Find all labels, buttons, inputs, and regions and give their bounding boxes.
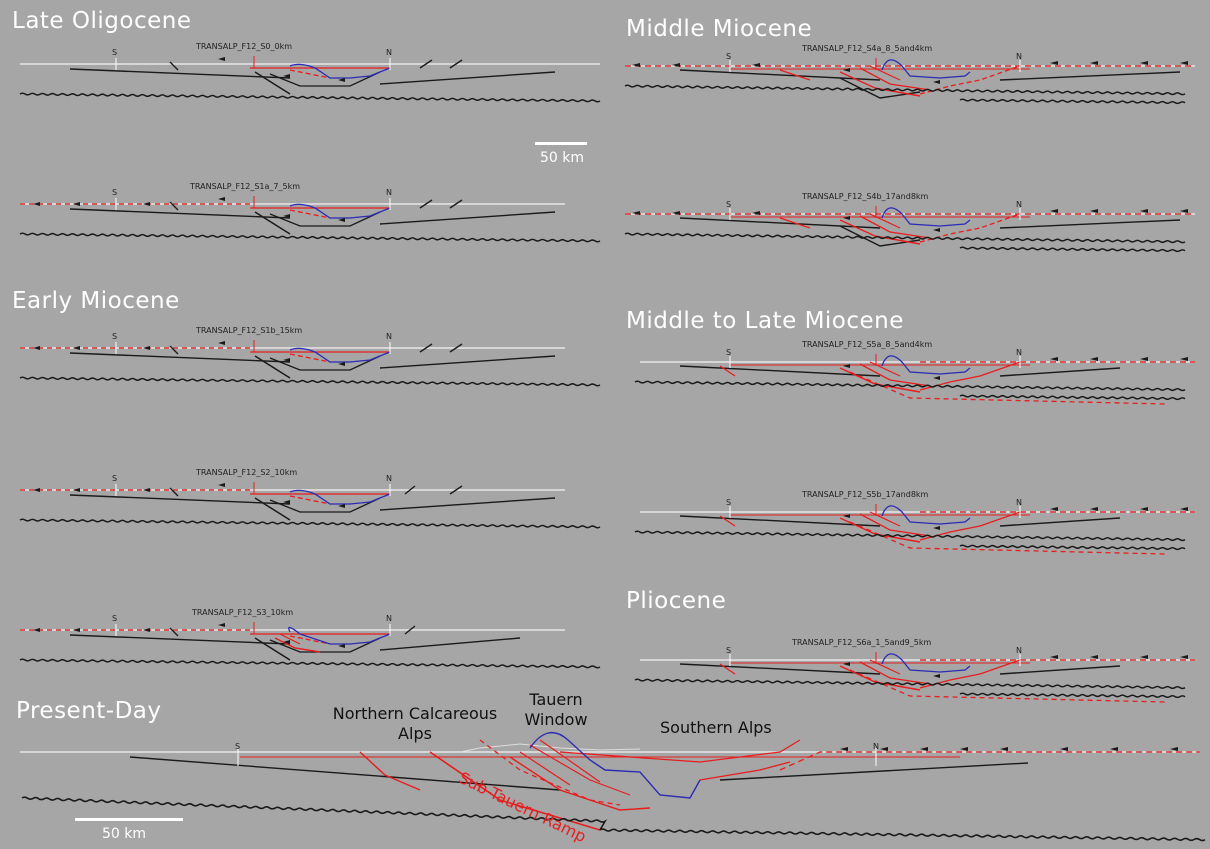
label-tauern-window-line2: Window [524,710,588,729]
cross-section-6-drawing [624,58,1195,105]
scale-bar-top-label: 50 km [540,150,585,166]
cross-section-10-n-label: N [1016,646,1022,655]
cross-section-1-s-label: S [112,48,118,57]
cross-section-7-n-label: N [1016,200,1022,209]
stage-title-middle-late-miocene: Middle to Late Miocene [626,308,904,334]
cross-section-1-drawing [19,56,601,103]
cross-section-7-s-label: S [726,200,732,209]
label-northern-calcareous-alps-line1: Northern Calcareous [332,704,498,723]
cross-section-10-label: TRANSALP_F12_S6a_1_5and9_5km [792,638,932,647]
cross-section-8-s-label: S [726,348,732,357]
cross-section-3-n-label: N [386,332,392,341]
cross-section-7: TRANSALP_F12_S4b_17and8km S N [620,192,1200,276]
present-n-label: N [873,742,879,751]
cross-section-8: TRANSALP_F12_S5a_8_5and4km S N [620,340,1200,424]
cross-section-2: TRANSALP_F12_S1a_7_5km S N [0,182,601,264]
cross-section-7-drawing [624,206,1195,253]
cross-section-1: TRANSALP_F12_S0_0km S N [0,42,601,124]
scale-bar-bottom-label: 50 km [102,826,147,842]
cross-section-10: TRANSALP_F12_S6a_1_5and9_5km S N [620,638,1200,722]
cross-section-2-s-label: S [112,188,118,197]
cross-section-6-s-label: S [726,52,732,61]
cross-section-10-s-label: S [726,646,732,655]
cross-section-9-drawing [634,504,1195,555]
cross-section-4: TRANSALP_F12_S2_10km S N [0,468,601,550]
cross-section-9-n-label: N [1016,498,1022,507]
cross-section-4-label: TRANSALP_F12_S2_10km [196,468,298,477]
cross-section-6-label: TRANSALP_F12_S4a_8_5and4km [802,44,933,53]
cross-section-8-drawing [634,354,1195,405]
cross-section-3-label: TRANSALP_F12_S1b_15km [196,326,303,335]
stage-title-middle-miocene: Middle Miocene [626,16,813,42]
stage-title-early-miocene: Early Miocene [12,288,180,314]
label-northern-calcareous-alps: Northern Calcareous Alps [330,704,500,744]
cross-section-5-n-label: N [386,614,392,623]
stage-title-pliocene: Pliocene [626,588,727,614]
cross-section-4-s-label: S [112,474,118,483]
label-northern-calcareous-alps-line2: Alps [398,724,432,743]
cross-section-7-label: TRANSALP_F12_S4b_17and8km [802,192,929,201]
cross-section-5-s-label: S [112,614,118,623]
cross-section-9: TRANSALP_F12_S5b_17and8km S N [620,490,1200,574]
label-southern-alps: Southern Alps [660,718,772,737]
scale-bar-bottom [75,818,183,821]
stage-title-late-oligocene: Late Oligocene [12,8,192,34]
present-s-label: S [235,742,241,751]
cross-section-5-label: TRANSALP_F12_S3_10km [192,608,294,617]
label-tauern-window-line1: Tauern [529,690,583,709]
cross-section-3: TRANSALP_F12_S1b_15km S N [0,326,601,408]
cross-section-1-label: TRANSALP_F12_S0_0km [196,42,293,51]
label-tauern-window: Tauern Window [516,690,596,730]
cross-section-2-n-label: N [386,188,392,197]
cross-section-5: TRANSALP_F12_S3_10km S N [0,608,601,690]
cross-section-4-drawing [19,482,601,529]
stage-title-present-day: Present-Day [16,698,162,724]
cross-section-5-drawing [19,622,601,669]
cross-section-2-label: TRANSALP_F12_S1a_7_5km [190,182,301,191]
cross-section-8-n-label: N [1016,348,1022,357]
cross-section-9-label: TRANSALP_F12_S5b_17and8km [802,490,929,499]
cross-section-1-n-label: N [386,48,392,57]
cross-section-3-s-label: S [112,332,118,341]
cross-section-2-drawing [19,196,601,243]
cross-section-6: TRANSALP_F12_S4a_8_5and4km S N [620,44,1200,128]
cross-section-4-n-label: N [386,474,392,483]
cross-section-9-s-label: S [726,498,732,507]
cross-section-3-drawing [19,340,601,387]
scale-bar-top [535,142,587,145]
cross-section-10-drawing [634,652,1195,703]
cross-section-6-n-label: N [1016,52,1022,61]
cross-section-8-label: TRANSALP_F12_S5a_8_5and4km [802,340,933,349]
